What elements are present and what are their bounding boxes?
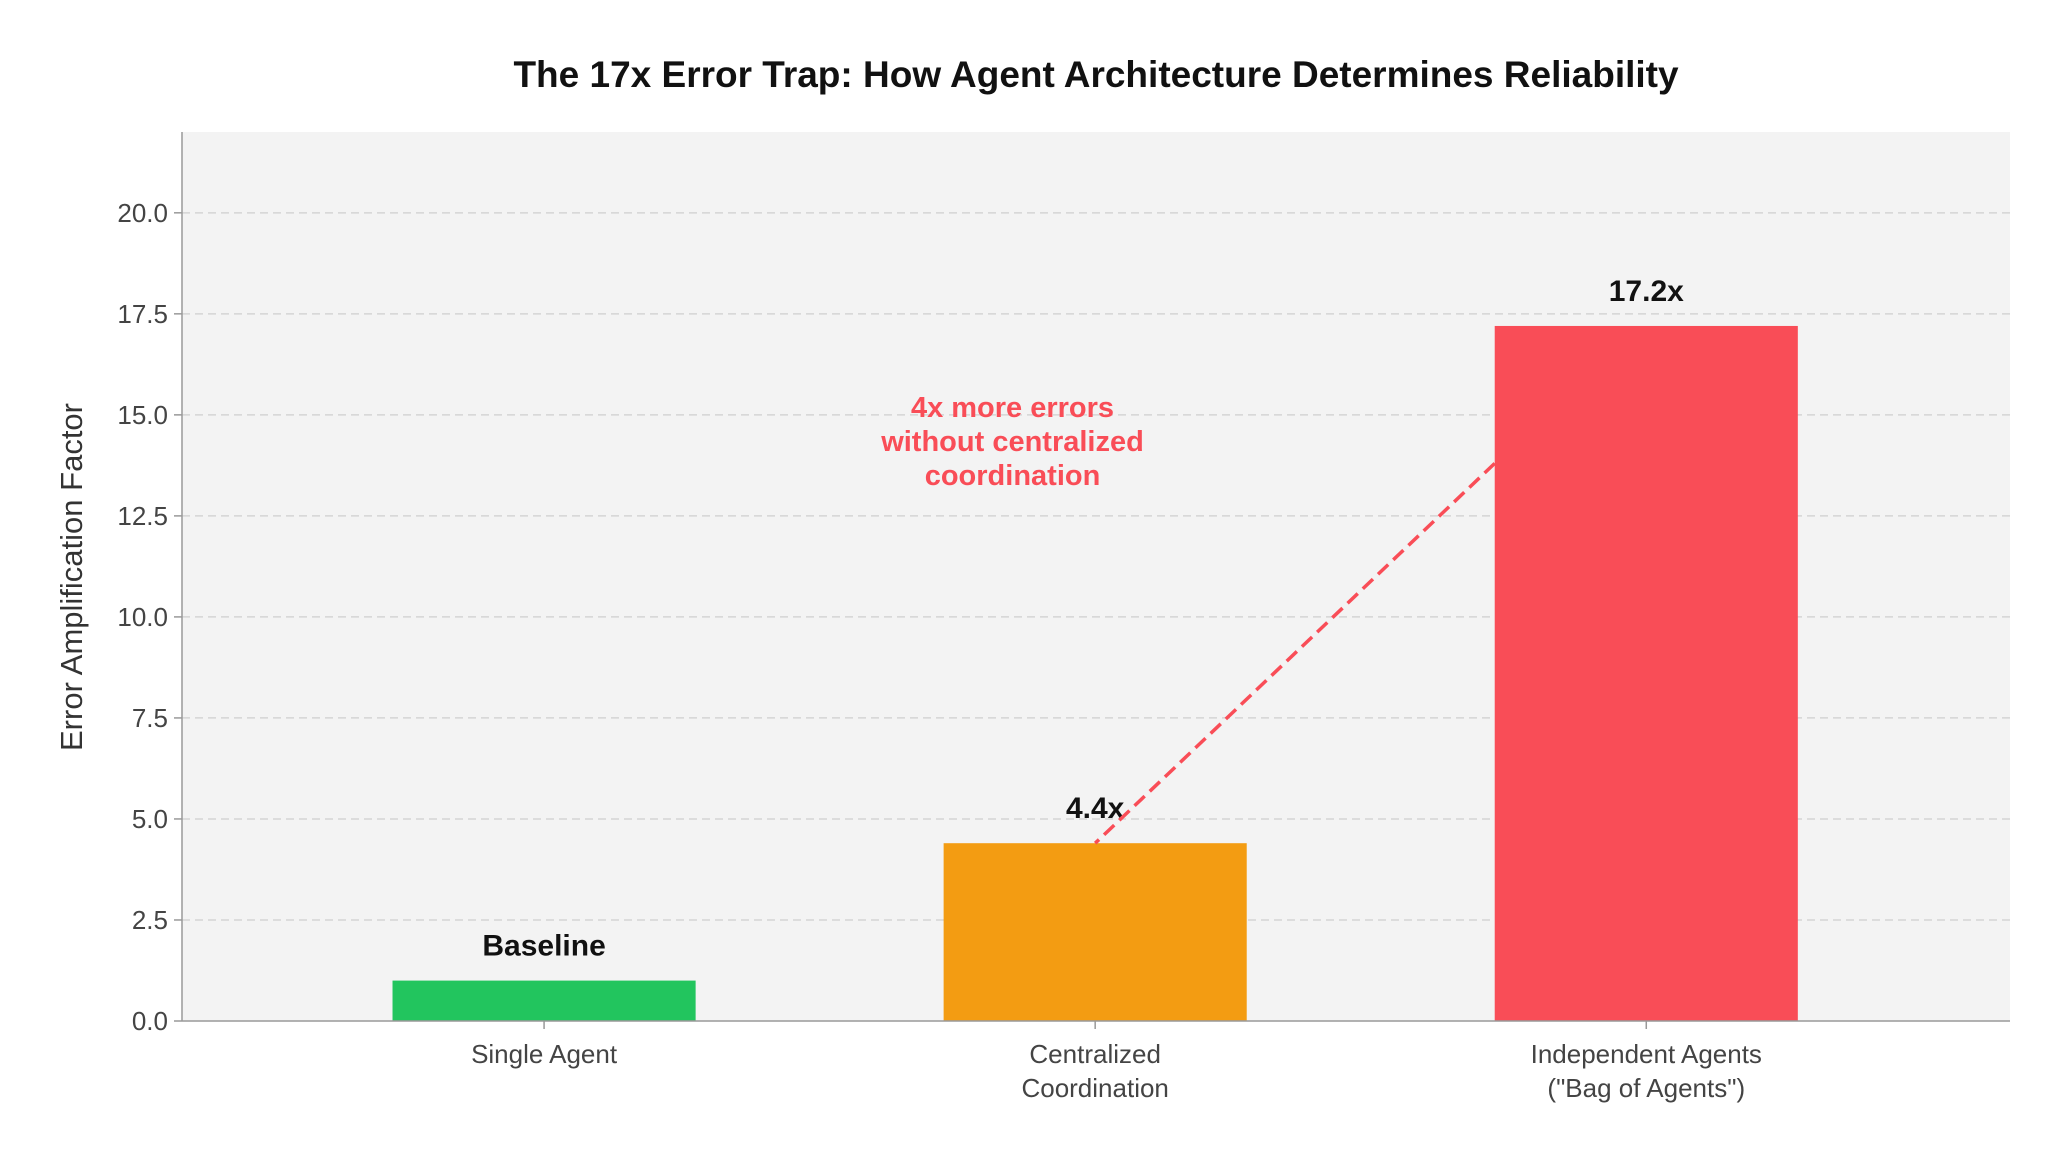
- y-tick-label: 5.0: [132, 804, 168, 834]
- chart-title: The 17x Error Trap: How Agent Architectu…: [513, 54, 1679, 95]
- annotation-text: 4x more errors: [911, 392, 1114, 424]
- y-tick-label: 17.5: [117, 299, 168, 329]
- x-tick-label: Independent Agents: [1531, 1039, 1762, 1069]
- x-tick-label: Coordination: [1021, 1073, 1168, 1103]
- x-tick-label: ("Bag of Agents"): [1547, 1073, 1745, 1103]
- x-tick-label: Single Agent: [471, 1039, 618, 1069]
- bar: [943, 843, 1247, 1021]
- y-axis-label: Error Amplification Factor: [54, 403, 89, 751]
- y-ticks: 0.0 2.5 5.0 7.5 10.0 12.5 15.0 17.5 20.0: [117, 198, 182, 1036]
- bar-value-label: 4.4x: [1066, 792, 1125, 825]
- y-tick-label: 12.5: [117, 501, 168, 531]
- y-tick-label: 7.5: [132, 703, 168, 733]
- y-tick-label: 10.0: [117, 602, 168, 632]
- y-tick-label: 20.0: [117, 198, 168, 228]
- y-tick-label: 15.0: [117, 400, 168, 430]
- x-ticks: Single Agent Centralized Coordination Indep…: [471, 1021, 1762, 1103]
- bar: [1494, 325, 1798, 1021]
- annotation-text: coordination: [925, 460, 1101, 492]
- bar-value-label: Baseline: [482, 930, 605, 963]
- annotation-text: without centralized: [880, 426, 1144, 458]
- grid-lines: [182, 212, 2010, 921]
- bar: [392, 980, 696, 1021]
- y-tick-label: 2.5: [132, 905, 168, 935]
- bar-value-label: 17.2x: [1609, 275, 1684, 308]
- y-tick-label: 0.0: [132, 1006, 168, 1036]
- x-tick-label: Centralized: [1029, 1039, 1161, 1069]
- annotation-arrow: [1093, 462, 1496, 845]
- bars: Baseline 4.4x 17.2x: [392, 275, 1798, 1021]
